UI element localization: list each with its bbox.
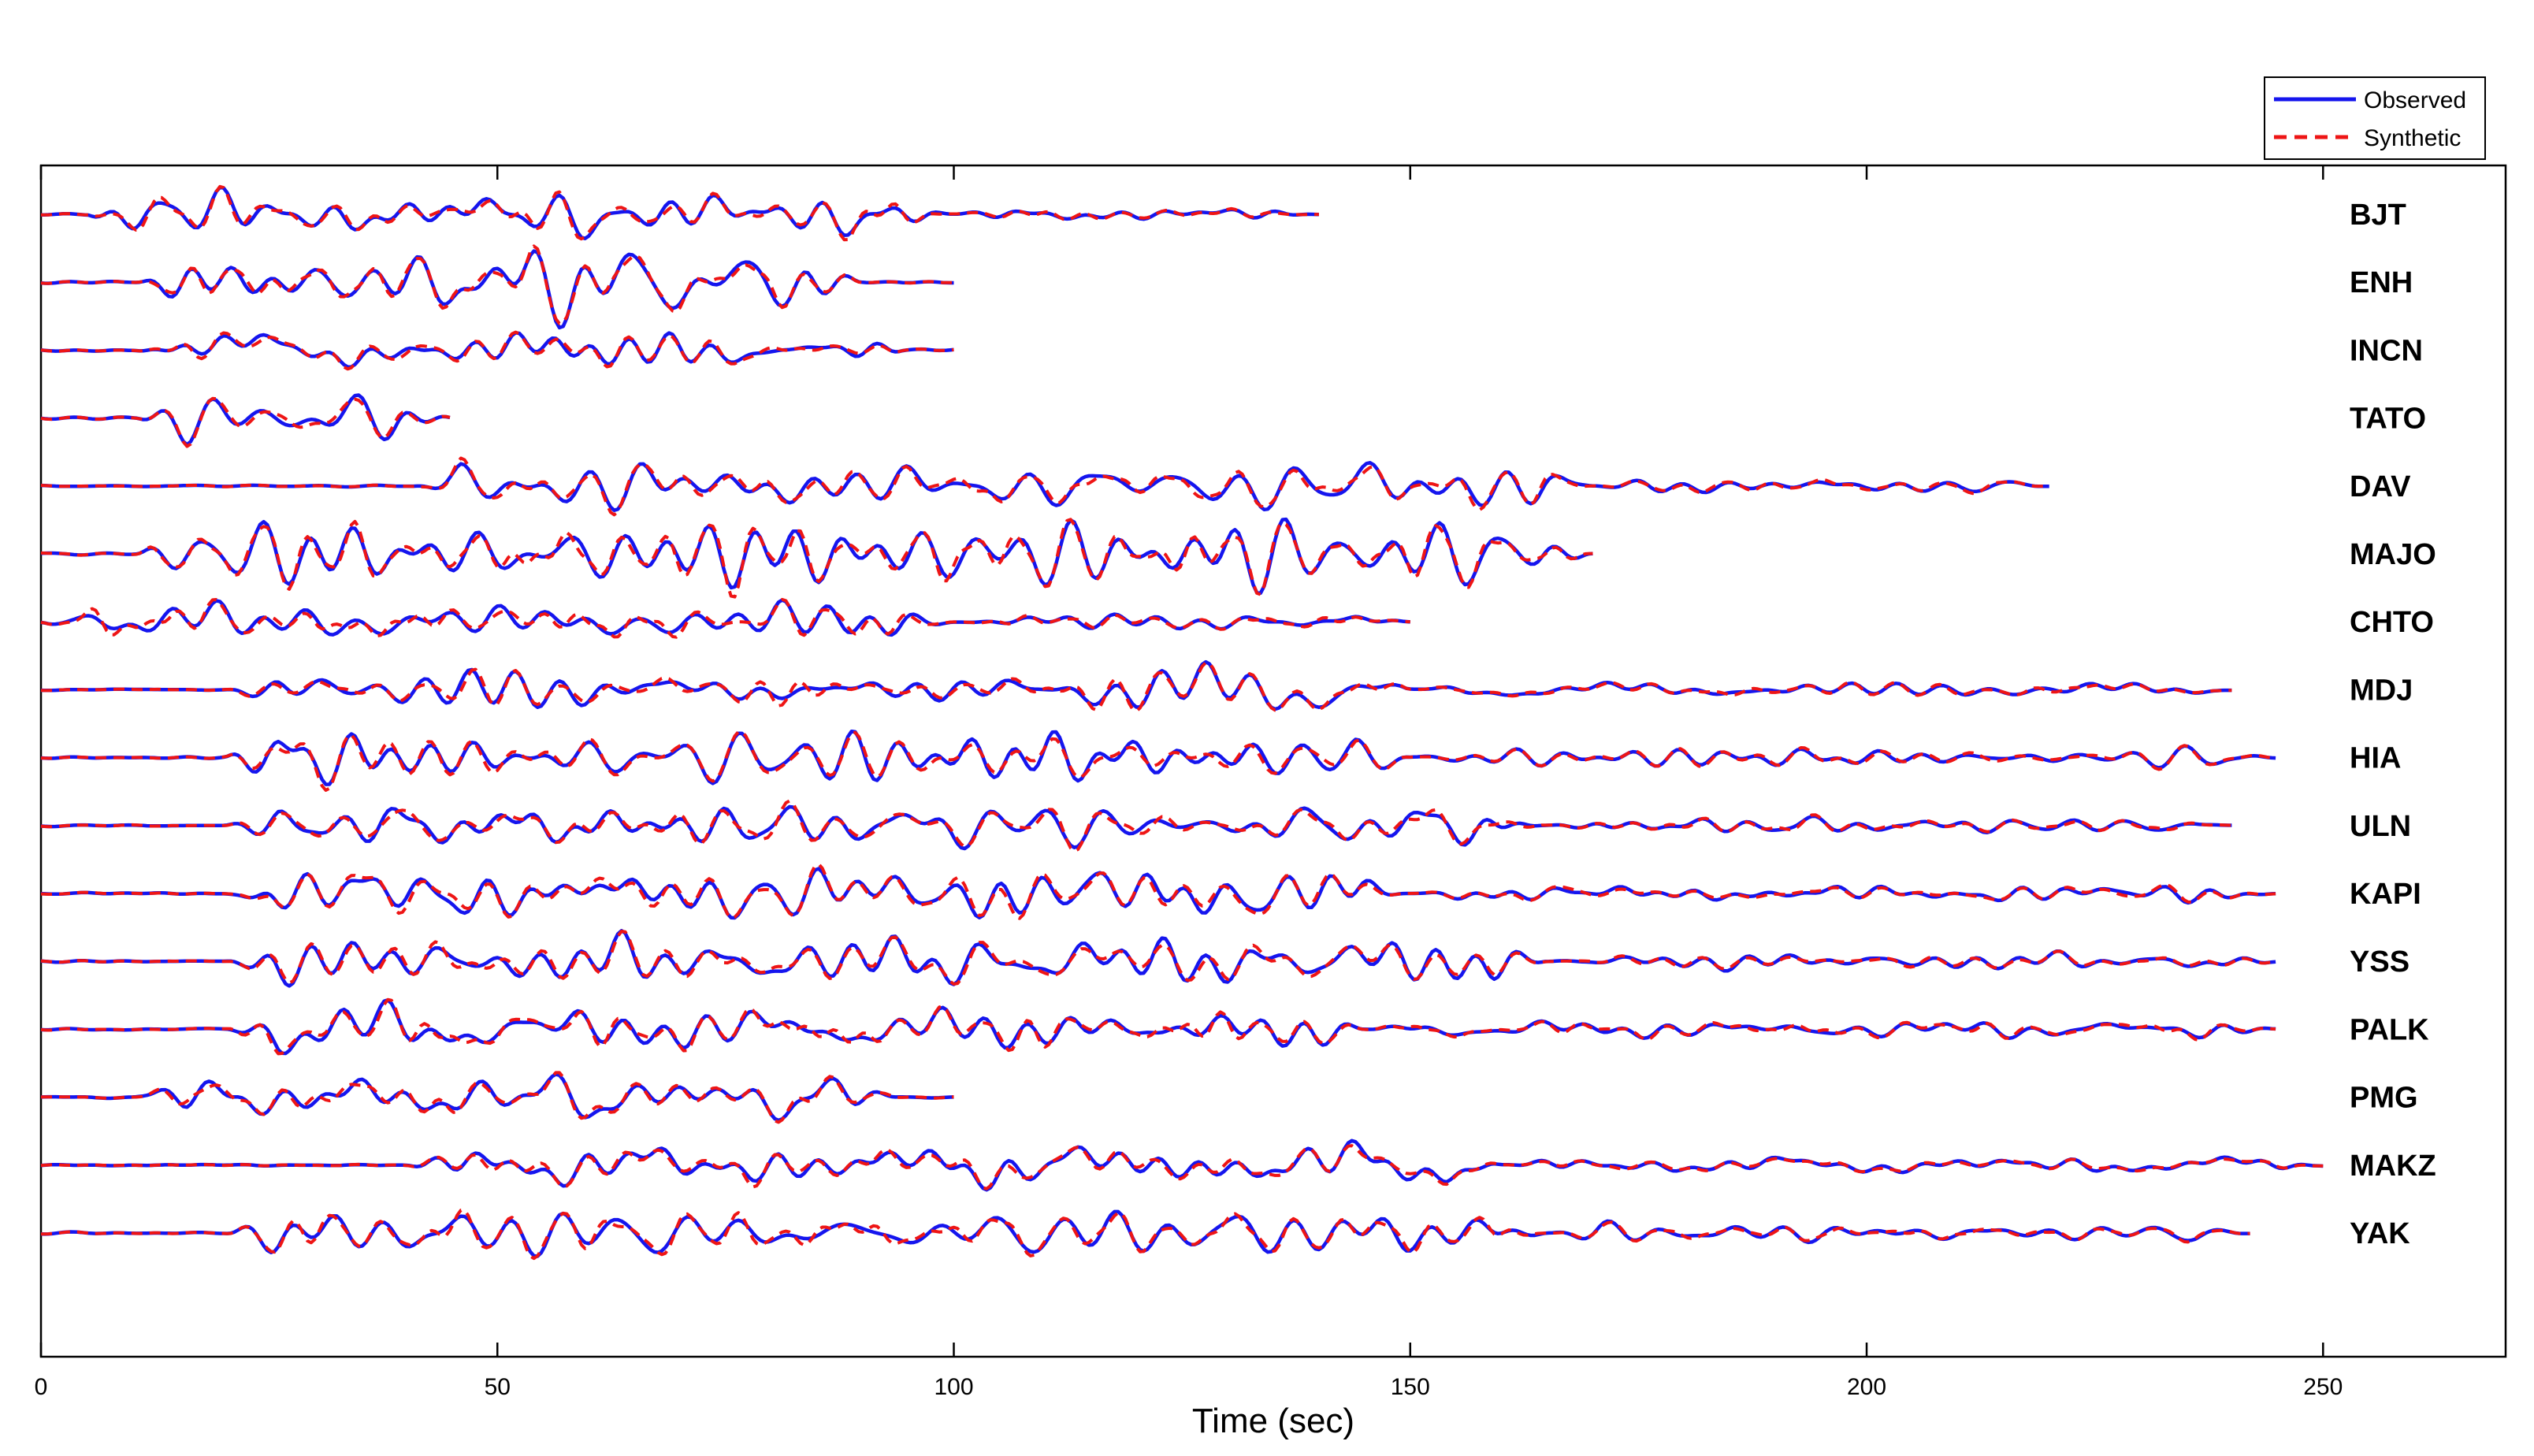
trace-mdj-observed [40, 659, 2232, 711]
legend-synthetic-label: Synthetic [2364, 125, 2461, 151]
station-label-majo: MAJO [2350, 538, 2436, 571]
station-label-makz: MAKZ [2350, 1150, 2436, 1183]
station-label-pmg: PMG [2350, 1082, 2418, 1115]
trace-yss-synthetic [40, 930, 2276, 986]
legend: Observed Synthetic [2264, 76, 2486, 160]
x-tick-label: 0 [35, 1374, 48, 1400]
legend-box [2264, 76, 2486, 160]
trace-incn-synthetic [40, 330, 954, 371]
station-label-incn: INCN [2350, 334, 2423, 367]
trace-chto-synthetic [40, 597, 1410, 639]
waveform-traces [40, 184, 2324, 1261]
x-tick-label: 200 [1847, 1374, 1886, 1400]
station-label-tato: TATO [2350, 403, 2426, 436]
station-label-mdj: MDJ [2350, 674, 2413, 707]
trace-kapi-synthetic [40, 862, 2276, 920]
trace-bjt-synthetic [41, 184, 1319, 242]
station-label-enh: ENH [2350, 266, 2413, 299]
station-label-palk: PALK [2350, 1013, 2429, 1046]
legend-observed-label: Observed [2364, 87, 2466, 113]
trace-enh-synthetic [40, 244, 954, 325]
station-label-dav: DAV [2350, 470, 2411, 503]
x-tick-label: 100 [934, 1374, 973, 1400]
trace-dav-synthetic [40, 456, 2049, 517]
trace-hia-synthetic [40, 730, 2276, 792]
station-label-chto: CHTO [2350, 606, 2434, 639]
x-axis-title: Time (sec) [1192, 1402, 1354, 1440]
trace-pmg-synthetic [40, 1071, 954, 1124]
x-axis-ticks: 0 50 100 150 200 250 [35, 165, 2343, 1400]
station-labels: BJT ENH INCN TATO DAV MAJO CHTO MDJ HIA ULN KAPI YS… [2350, 199, 2436, 1250]
station-label-yak: YAK [2350, 1217, 2410, 1250]
trace-makz-synthetic [40, 1144, 2324, 1190]
station-label-yss: YSS [2350, 945, 2410, 979]
station-label-bjt: BJT [2350, 199, 2406, 232]
plot-area-frame [39, 164, 2507, 1358]
trace-majo-synthetic [40, 518, 1593, 599]
trace-palk-synthetic [40, 997, 2276, 1056]
trace-uln-synthetic [40, 799, 2232, 853]
station-label-hia: HIA [2350, 742, 2401, 775]
x-tick-label: 250 [2303, 1374, 2343, 1400]
station-label-kapi: KAPI [2350, 878, 2421, 911]
x-tick-label: 150 [1391, 1374, 1430, 1400]
trace-mdj-synthetic [40, 661, 2232, 713]
station-label-uln: ULN [2350, 810, 2411, 843]
trace-tato-observed [40, 393, 451, 447]
trace-yak-synthetic [41, 1209, 2250, 1261]
x-tick-label: 50 [485, 1374, 511, 1400]
